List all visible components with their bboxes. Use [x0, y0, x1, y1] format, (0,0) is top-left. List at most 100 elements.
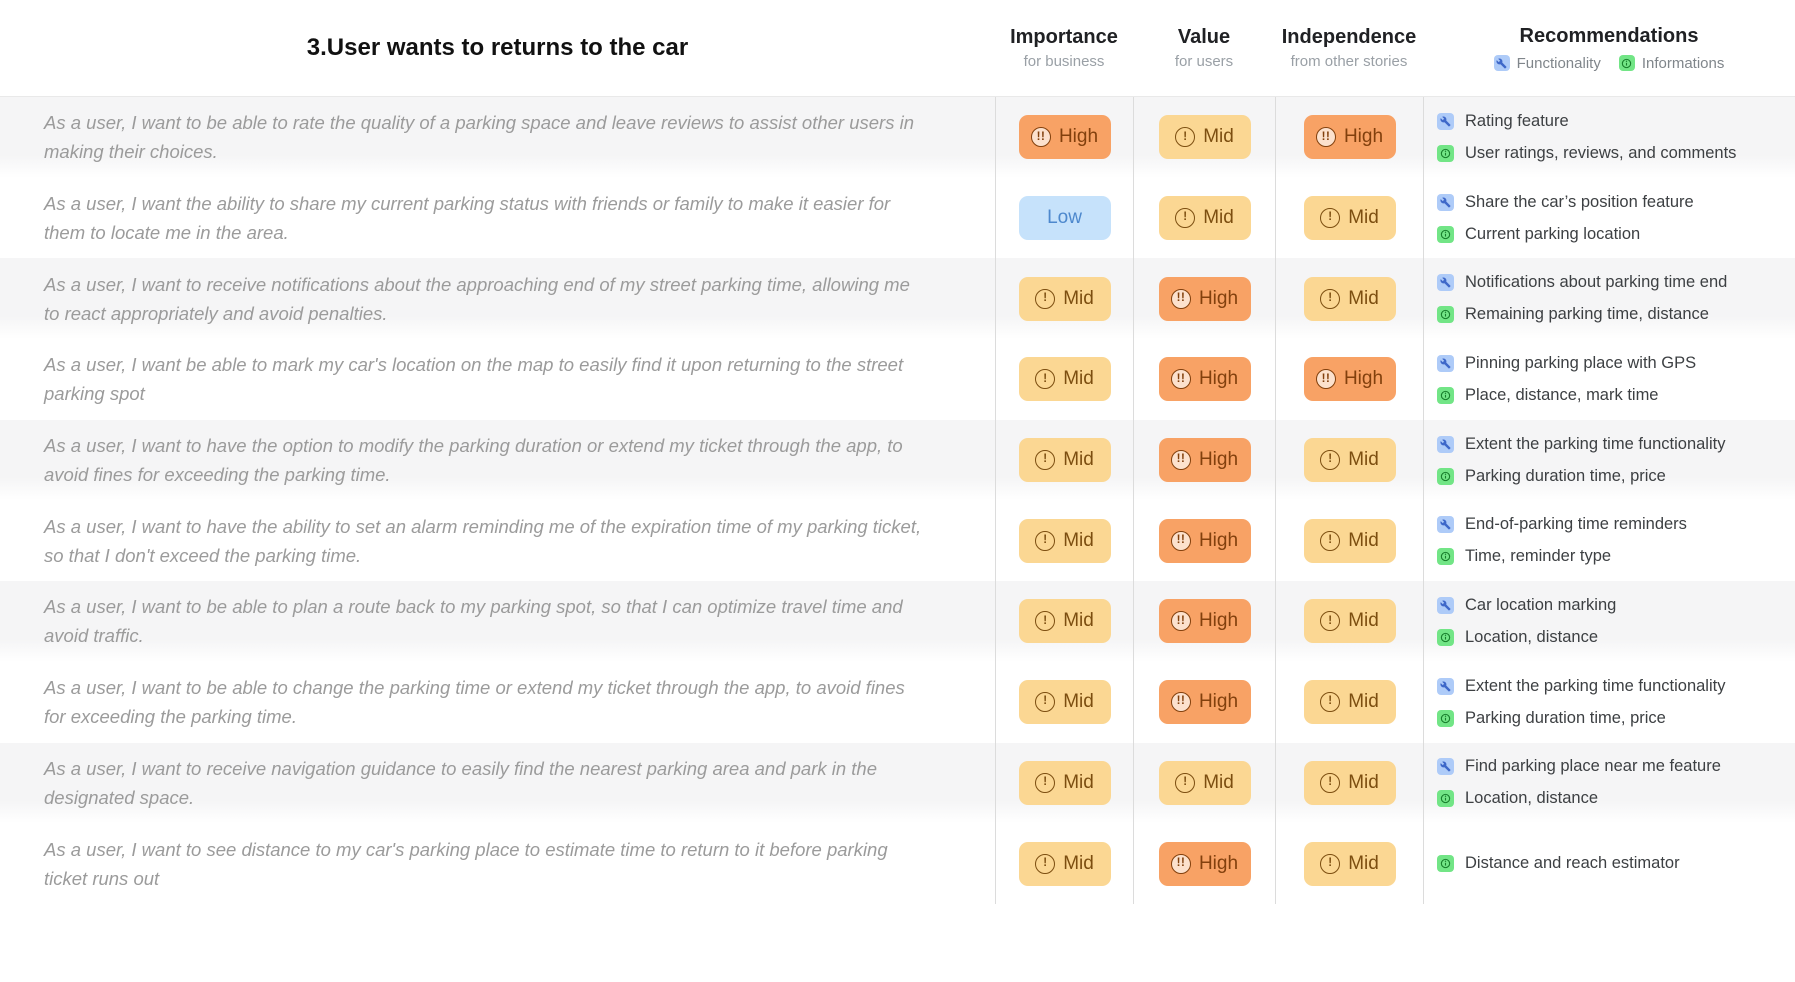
page-title: 3.User wants to returns to the car — [306, 34, 689, 61]
wrench-icon — [1437, 112, 1454, 130]
independence-badge[interactable]: Mid — [1303, 518, 1396, 563]
recommendation-item: Parking duration time, price — [1437, 709, 1795, 728]
badge-label: Mid — [1063, 771, 1094, 793]
recommendation-item: Notifications about parking time end — [1437, 273, 1795, 292]
independence-cell: Mid — [1275, 258, 1423, 340]
independence-cell: Mid — [1275, 419, 1423, 501]
independence-badge[interactable]: Mid — [1303, 680, 1396, 725]
recommendation-item: Extent the parking time functionality — [1437, 435, 1795, 454]
recommendation-label: Extent the parking time functionality — [1465, 676, 1726, 695]
independence-badge[interactable]: High — [1303, 115, 1396, 160]
severity-icon — [1315, 369, 1336, 390]
column-subtitle: for users — [1174, 53, 1234, 70]
importance-badge[interactable]: Low — [1018, 196, 1111, 241]
importance-badge[interactable]: High — [1018, 115, 1111, 160]
importance-badge[interactable]: Mid — [1018, 357, 1111, 402]
table-row: As a user, I want the ability to share m… — [0, 177, 1795, 259]
user-story-text: As a user, I want to receive navigation … — [0, 743, 995, 824]
recommendations-cell: Notifications about parking time end Rem… — [1423, 258, 1795, 340]
badge-label: Mid — [1348, 610, 1379, 632]
badge-label: Mid — [1348, 449, 1379, 471]
badge-label: Mid — [1203, 207, 1234, 229]
badge-label: Mid — [1063, 852, 1094, 874]
value-badge[interactable]: Mid — [1158, 115, 1251, 160]
badge-label: High — [1198, 287, 1239, 309]
importance-badge[interactable]: Mid — [1018, 760, 1111, 805]
badge-label: High — [1058, 126, 1099, 148]
recommendation-label: Pinning parking place with GPS — [1465, 353, 1697, 372]
value-badge[interactable]: High — [1158, 438, 1251, 483]
independence-badge[interactable]: Mid — [1303, 438, 1396, 483]
recommendation-label: Rating feature — [1465, 111, 1569, 130]
severity-icon — [1175, 772, 1196, 793]
recommendation-item: Location, distance — [1437, 789, 1795, 808]
importance-cell: Mid — [995, 742, 1133, 824]
severity-icon — [1170, 450, 1191, 471]
importance-badge[interactable]: Mid — [1018, 518, 1111, 563]
value-badge[interactable]: High — [1158, 518, 1251, 563]
independence-cell: High — [1275, 97, 1423, 178]
wrench-icon — [1437, 354, 1454, 372]
column-label: Importance — [1010, 26, 1118, 48]
value-badge[interactable]: High — [1158, 841, 1251, 886]
severity-icon — [1170, 692, 1191, 713]
importance-cell: Low — [995, 177, 1133, 259]
importance-badge[interactable]: Mid — [1018, 276, 1111, 321]
user-story-text: As a user, I want to be able to rate the… — [0, 97, 995, 178]
value-cell: Mid — [1133, 177, 1275, 259]
badge-label: Mid — [1348, 852, 1379, 874]
importance-badge[interactable]: Mid — [1018, 841, 1111, 886]
severity-icon — [1035, 369, 1056, 390]
value-badge[interactable]: High — [1158, 276, 1251, 321]
independence-badge[interactable]: Mid — [1303, 276, 1396, 321]
independence-badge[interactable]: Mid — [1303, 196, 1396, 241]
value-badge[interactable]: High — [1158, 680, 1251, 725]
independence-badge[interactable]: Mid — [1303, 599, 1396, 644]
story-label: As a user, I want to receive navigation … — [44, 757, 878, 808]
user-story-text: As a user, I want be able to mark my car… — [0, 339, 995, 420]
independence-cell: Mid — [1275, 742, 1423, 824]
independence-badge[interactable]: Mid — [1303, 760, 1396, 805]
importance-cell: Mid — [995, 581, 1133, 662]
recommendation-item: Remaining parking time, distance — [1437, 305, 1795, 324]
recommendation-label: Remaining parking time, distance — [1465, 305, 1709, 324]
recommendation-item: Time, reminder type — [1437, 547, 1795, 566]
importance-badge[interactable]: Mid — [1018, 680, 1111, 725]
story-label: As a user, I want to see distance to my … — [44, 838, 888, 889]
value-badge[interactable]: Mid — [1158, 196, 1251, 241]
recommendations-cell: End-of-parking time reminders Time, remi… — [1423, 500, 1795, 582]
user-story-text: As a user, I want to have the ability to… — [0, 500, 995, 581]
value-badge[interactable]: High — [1158, 357, 1251, 402]
importance-badge[interactable]: Mid — [1018, 599, 1111, 644]
value-badge[interactable]: Mid — [1158, 760, 1251, 805]
independence-badge[interactable]: Mid — [1303, 841, 1396, 886]
badge-label: High — [1198, 691, 1239, 713]
wrench-icon — [1437, 758, 1454, 776]
column-label: Independence — [1281, 26, 1417, 48]
recommendation-label: Time, reminder type — [1465, 547, 1612, 566]
severity-icon — [1030, 127, 1051, 148]
table-header: 3.User wants to returns to the car Impor… — [0, 0, 1795, 97]
severity-icon — [1170, 530, 1191, 551]
recommendation-item: Place, distance, mark time — [1437, 386, 1795, 405]
badge-label: High — [1198, 529, 1239, 551]
user-story-text: As a user, I want to see distance to my … — [0, 823, 995, 904]
story-label: As a user, I want to have the option to … — [44, 435, 903, 486]
wrench-icon — [1437, 435, 1454, 453]
recommendation-label: Current parking location — [1465, 224, 1641, 243]
value-badge[interactable]: High — [1158, 599, 1251, 644]
importance-badge[interactable]: Mid — [1018, 438, 1111, 483]
wrench-icon — [1437, 516, 1454, 534]
severity-icon — [1170, 369, 1191, 390]
story-label: As a user, I want to have the ability to… — [44, 515, 922, 566]
importance-cell: Mid — [995, 339, 1133, 420]
story-label: As a user, I want to be able to rate the… — [44, 112, 914, 163]
info-icon — [1437, 225, 1454, 243]
badge-label: Mid — [1063, 691, 1094, 713]
independence-badge[interactable]: High — [1303, 357, 1396, 402]
recommendation-item: Distance and reach estimator — [1437, 854, 1795, 873]
recommendation-label: Notifications about parking time end — [1465, 273, 1728, 292]
recommendation-item: User ratings, reviews, and comments — [1437, 144, 1795, 163]
story-label: As a user, I want to be able to change t… — [44, 677, 905, 728]
recommendation-label: Parking duration time, price — [1465, 466, 1666, 485]
